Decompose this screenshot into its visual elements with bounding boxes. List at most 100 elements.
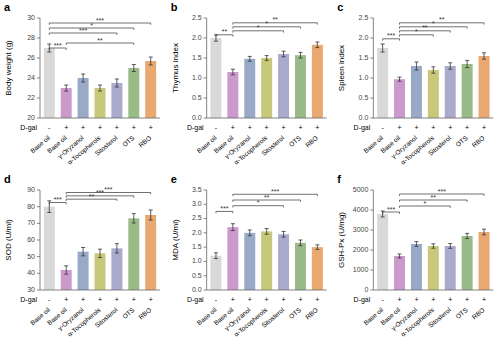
- error-bar: [81, 248, 85, 256]
- bar: [377, 48, 388, 118]
- x-tick-label: RBO: [137, 134, 152, 148]
- y-tick: [370, 190, 373, 191]
- row-title: D-gal: [187, 296, 204, 304]
- y-axis-line: [40, 190, 41, 290]
- row-label: +: [397, 124, 401, 131]
- y-tick-label: 1000: [353, 266, 369, 273]
- bar: [145, 215, 156, 290]
- significance-label: **: [97, 37, 103, 44]
- row-label: -: [48, 296, 51, 303]
- y-tick: [370, 230, 373, 231]
- y-tick-label: 2.5: [359, 14, 369, 21]
- row-label: +: [265, 124, 269, 131]
- y-tick: [370, 58, 373, 59]
- y-axis-label: SOD (U/ml): [4, 219, 13, 261]
- y-tick-label: 3.0: [192, 200, 202, 207]
- x-tick-label: OTS: [454, 306, 469, 320]
- significance-label: ***: [54, 196, 62, 203]
- error-bar: [398, 77, 402, 81]
- row-label: -: [215, 124, 218, 131]
- y-axis-label: Body weight (g): [4, 40, 13, 96]
- y-tick-label: 4000: [353, 206, 369, 213]
- x-tick-label: OTS: [121, 306, 136, 320]
- y-tick-label: 0.5: [192, 94, 202, 101]
- y-axis-line: [373, 190, 374, 290]
- y-tick-label: 5000: [353, 186, 369, 193]
- y-tick: [37, 273, 40, 274]
- y-tick: [370, 98, 373, 99]
- bar: [61, 88, 72, 118]
- row-label: +: [115, 124, 119, 131]
- panel: bThymus index0.00.51.01.52.02.5******D-g…: [171, 1, 327, 167]
- y-tick: [204, 18, 207, 19]
- y-tick: [370, 118, 373, 119]
- y-tick-label: 50: [27, 253, 35, 260]
- x-axis-line: [207, 290, 327, 291]
- error-bar: [98, 85, 102, 91]
- bar: [462, 64, 473, 118]
- bar: [227, 72, 238, 118]
- bar: [278, 234, 289, 290]
- significance-label: *: [257, 199, 260, 206]
- bar: [78, 252, 89, 290]
- y-axis-label: Thymus index: [171, 43, 180, 93]
- error-bar: [315, 42, 319, 48]
- row-title: D-gal: [20, 124, 37, 132]
- row-label: +: [431, 296, 435, 303]
- x-tick-label: Sitosterol: [260, 134, 286, 157]
- error-bar: [282, 51, 286, 57]
- error-bar: [132, 65, 136, 72]
- error-bar: [431, 244, 435, 248]
- y-tick: [37, 118, 40, 119]
- error-bar: [248, 230, 252, 236]
- row-label: +: [298, 296, 302, 303]
- x-axis-line: [373, 118, 493, 119]
- significance-label: *: [257, 24, 260, 31]
- row-label: +: [115, 296, 119, 303]
- significance-label: ***: [387, 206, 395, 213]
- bars: [44, 44, 156, 118]
- error-bar: [282, 231, 286, 237]
- row-label: +: [98, 124, 102, 131]
- significance-label: **: [439, 16, 445, 23]
- y-tick: [370, 78, 373, 79]
- bar: [479, 232, 490, 290]
- bar: [44, 48, 55, 118]
- bar: [394, 79, 405, 118]
- bars: [44, 201, 156, 290]
- bar: [261, 231, 272, 290]
- y-tick: [37, 206, 40, 207]
- x-tick-label: RBO: [304, 134, 319, 148]
- error-bar: [98, 249, 102, 257]
- y-tick-label: 90: [27, 186, 35, 193]
- error-bar: [231, 69, 235, 75]
- row-label: +: [315, 296, 319, 303]
- row-label: +: [248, 124, 252, 131]
- y-tick: [204, 118, 207, 119]
- bar: [78, 78, 89, 118]
- x-tick-label: OTS: [287, 134, 302, 148]
- row-label: +: [231, 296, 235, 303]
- bar: [394, 256, 405, 290]
- error-bar: [231, 224, 235, 231]
- panel-label: d: [4, 173, 11, 185]
- panel: dSOD (U/ml)30405060708090***********D-ga…: [4, 173, 160, 339]
- significance-label: *: [90, 22, 93, 29]
- significance-label: **: [222, 28, 228, 35]
- y-tick: [204, 275, 207, 276]
- row-label: +: [448, 124, 452, 131]
- row-label: +: [465, 124, 469, 131]
- bars: [210, 35, 322, 118]
- error-bar: [149, 57, 153, 65]
- y-axis-line: [40, 18, 41, 118]
- panel: aBody weight (g)202224262830************…: [4, 1, 160, 167]
- row-label: +: [482, 296, 486, 303]
- x-tick-label: RBO: [137, 306, 152, 320]
- x-axis-line: [373, 290, 493, 291]
- significance-label: *: [265, 20, 268, 27]
- row-label: +: [149, 124, 153, 131]
- bar: [479, 56, 490, 118]
- error-bar: [482, 53, 486, 59]
- y-tick-label: 80: [27, 203, 35, 210]
- error-bar: [448, 244, 452, 249]
